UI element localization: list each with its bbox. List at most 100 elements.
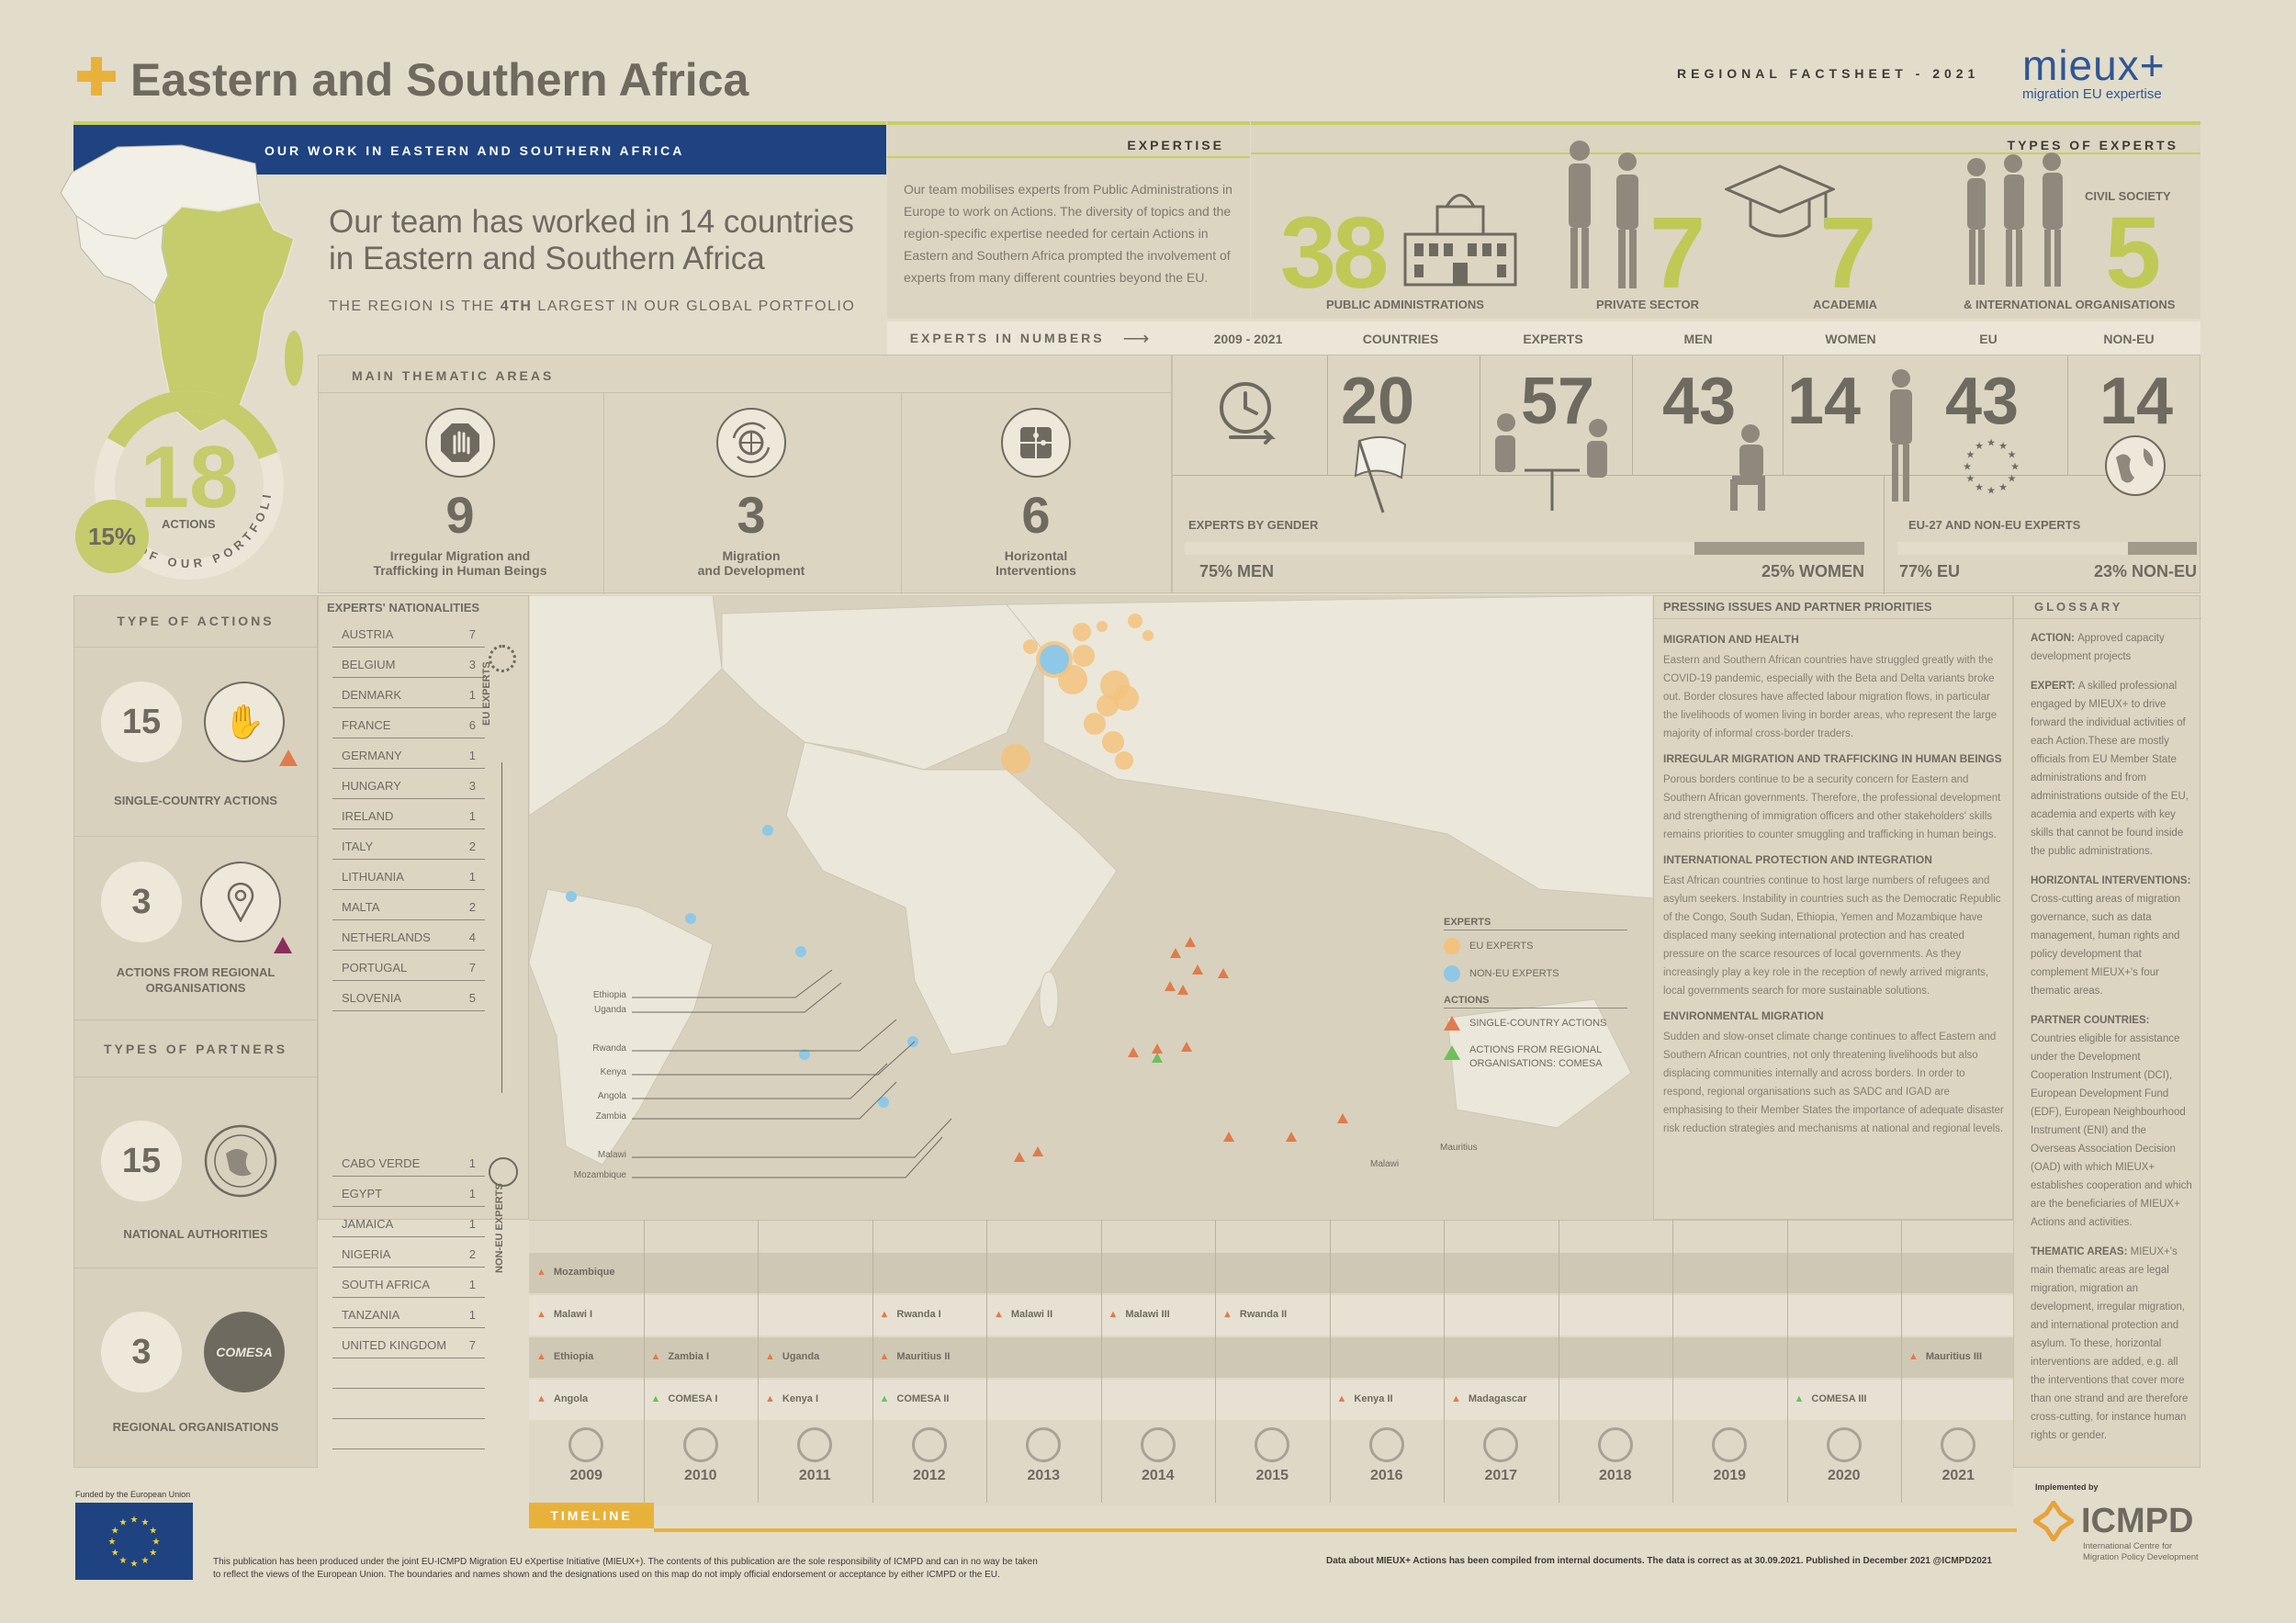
building-icon	[1403, 194, 1517, 287]
nationality-count: 7	[468, 627, 476, 641]
noneu-nationalities-list: CABO VERDE 1 EGYPT 1 JAMAICA 1 NIGERIA 2 SOUTH A…	[332, 1146, 485, 1449]
eu-star: ★	[141, 1556, 150, 1566]
factsheet-subtitle: REGIONAL FACTSHEET - 2021	[1677, 66, 1980, 81]
timeline-year-label: 2020	[1827, 1468, 1861, 1483]
timeline-year-label: 2009	[569, 1468, 603, 1483]
eu-star: ★	[119, 1556, 128, 1566]
glossary-def: A skilled professional engaged by MIEUX+…	[2031, 681, 2189, 857]
nationality-row: AUSTRIA 7	[332, 617, 485, 648]
intro-banner-label: OUR WORK IN EASTERN AND SOUTHERN AFRICA	[264, 143, 685, 158]
madagascar-map-shape	[1039, 971, 1059, 1028]
thematic-label-horizontal-1: Horizontal	[1004, 548, 1068, 563]
private-sector-label: PRIVATE SECTOR	[1596, 298, 1699, 311]
nationality-count: 4	[468, 930, 476, 944]
region-rank: THE REGION IS THE 4TH LARGEST IN OUR GLO…	[329, 299, 855, 315]
thematic-value-development: 3	[737, 486, 766, 544]
gender-bar-track	[1185, 542, 1864, 555]
timeline-year-label: 2013	[1027, 1468, 1061, 1483]
map-country-label: Mozambique	[573, 1170, 626, 1180]
africa-west	[75, 214, 169, 304]
nationality-count: 2	[468, 900, 476, 914]
north-america-shape	[529, 595, 723, 817]
gender-women-pct: 25% WOMEN	[1761, 562, 1865, 580]
header-men: MEN	[1683, 332, 1713, 346]
legend-noneu: NON-EU EXPERTS	[1469, 968, 1559, 979]
issue-text: Sudden and slow-onset climate change con…	[1663, 1031, 2004, 1134]
gender-label: EXPERTS BY GENDER	[1188, 518, 1319, 532]
nationality-row: EGYPT 1	[332, 1177, 485, 1207]
nationality-row: BELGIUM 3	[332, 648, 485, 678]
actions-count: 18	[140, 428, 239, 526]
eu-stars-icon: ★★★★★★★★★ ★ ★★	[1963, 438, 2020, 497]
eu-stars-mini-icon	[489, 645, 516, 672]
nationality-count: 3	[468, 779, 476, 793]
numbers-label: EXPERTS IN NUMBERS	[909, 331, 1105, 345]
legend-regional-2: ORGANISATIONS: COMESA	[1469, 1058, 1603, 1069]
glossary-item: EXPERT: A skilled professional engaged b…	[2031, 677, 2194, 861]
headline-line-1: Our team has worked in 14 countries	[329, 204, 854, 240]
nationality-count: 1	[468, 1217, 476, 1231]
map-leader-line	[632, 969, 833, 998]
timeline-event-label: Kenya II	[1354, 1393, 1393, 1404]
timeline-year-label: 2012	[912, 1468, 946, 1483]
thematic-value-horizontal: 6	[1021, 486, 1051, 544]
timeline-year: 2014	[1131, 1427, 1186, 1484]
nationality-country: SLOVENIA	[342, 991, 402, 1005]
icmpd-logo: ICMPD	[2033, 1501, 2193, 1541]
timeline-year: 2017	[1473, 1427, 1528, 1484]
eu-expert-dot	[1084, 713, 1106, 735]
noneu-expert-dot	[878, 1097, 889, 1108]
nationality-row-empty	[332, 1389, 485, 1419]
timeline-year: 2021	[1930, 1427, 1986, 1484]
single-action-triangle: ▲	[879, 1309, 890, 1320]
thematic-item-development: 3 Migration and Development	[602, 408, 900, 578]
thematic-value-irregular: 9	[445, 486, 475, 544]
thematic-label-horizontal-2: Interventions	[996, 563, 1076, 578]
legend-actions: ACTIONS	[1444, 995, 1627, 1009]
actions-label: ACTIONS	[162, 517, 216, 531]
nationality-count: 2	[468, 1247, 476, 1261]
intro-headline: Our team has worked in 14 countries in E…	[329, 204, 854, 277]
single-action-triangle: ▲	[1451, 1393, 1461, 1404]
nationality-count: 3	[468, 658, 476, 671]
value-men: 43	[1662, 365, 1737, 438]
nationality-row: CABO VERDE 1	[332, 1146, 485, 1177]
single-action-triangle	[1170, 948, 1181, 958]
timeline-divider	[643, 1220, 645, 1503]
noneu-expert-dot	[799, 1049, 810, 1060]
timeline-event: ▲ Mauritius II	[880, 1351, 951, 1362]
standing-woman-icon	[1890, 369, 1912, 502]
nationality-country: PORTUGAL	[342, 961, 408, 975]
timeline-event: ▲ COMESA I	[651, 1393, 718, 1404]
expertise-text: Our team mobilises experts from Public A…	[904, 182, 1232, 285]
civil-society-label: & INTERNATIONAL ORGANISATIONS	[1964, 298, 2176, 311]
nationality-count: 1	[468, 1156, 476, 1170]
header-eu: EU	[1979, 332, 1998, 346]
eu-star: ★	[1966, 450, 1975, 461]
timeline-divider	[1786, 1220, 1788, 1503]
single-action-triangle	[1014, 1152, 1025, 1162]
nationality-country: TANZANIA	[342, 1308, 400, 1322]
nationality-country: CABO VERDE	[342, 1156, 421, 1170]
noneu-axis-label: NON-EU EXPERTS	[494, 1183, 505, 1273]
nationality-row: UNITED KINGDOM 7	[332, 1328, 485, 1358]
single-action-triangle	[1286, 1132, 1297, 1142]
map-country-label: Rwanda	[592, 1043, 626, 1054]
timeline-event: ▲ Malawi I	[536, 1309, 592, 1320]
glossary-def: MIEUX+'s main thematic areas are legal m…	[2031, 1246, 2189, 1441]
nationality-count: 1	[468, 1187, 476, 1200]
header-countries: COUNTRIES	[1362, 332, 1439, 346]
timeline-event-label: Angola	[553, 1393, 589, 1404]
nationality-row: LITHUANIA 1	[332, 860, 485, 890]
single-action-triangle: ▲	[536, 1267, 546, 1278]
map-leader-line	[632, 1118, 952, 1158]
timeline-year: 2018	[1588, 1427, 1643, 1484]
eu-expert-dot	[1097, 694, 1119, 716]
regional-actions-value: 3	[101, 862, 182, 942]
issue-title: IRREGULAR MIGRATION AND TRAFFICKING IN H…	[1663, 752, 2002, 765]
asia-shape	[1005, 595, 1653, 899]
legend-eu: EU EXPERTS	[1469, 941, 1534, 952]
icmpd-full-2: Migration Policy Development	[2083, 1552, 2199, 1562]
timeline-year: 2020	[1817, 1427, 1872, 1484]
timeline-row	[529, 1253, 2013, 1293]
